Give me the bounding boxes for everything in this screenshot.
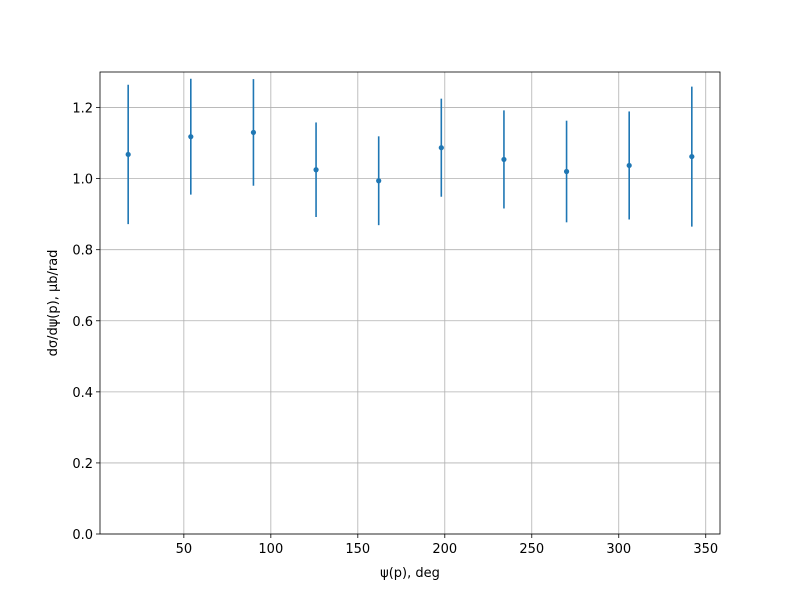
- x-tick-label: 100: [258, 542, 283, 557]
- data-point: [626, 162, 632, 169]
- data-point: [125, 151, 131, 158]
- y-tick-label: 0.2: [72, 457, 93, 472]
- data-point: [250, 129, 257, 136]
- x-tick-label: 300: [606, 542, 631, 557]
- data-point: [438, 145, 444, 151]
- x-tick-label: 250: [519, 542, 544, 557]
- y-tick-label: 0.6: [72, 315, 93, 330]
- y-tick-label: 1.0: [72, 173, 93, 188]
- data-point: [188, 134, 194, 140]
- plot-frame: [99, 71, 721, 535]
- x-tick-label: 350: [693, 542, 718, 557]
- data-point: [501, 156, 507, 163]
- x-tick-label: 150: [345, 542, 370, 557]
- data-point: [313, 167, 319, 173]
- x-tick-label: 50: [176, 542, 193, 557]
- x-axis-label: ψ(p), deg: [380, 566, 440, 581]
- y-axis-label: dσ/dψ(p), μb/rad: [46, 250, 61, 357]
- x-tick-label: 200: [432, 542, 457, 557]
- marks-layer: [125, 78, 695, 227]
- ticks-layer: 0.0 0.2 0.4 0.6 0.8 1.0 1.2 50 100 150 200 250 300 35…: [72, 102, 718, 557]
- y-tick-label: 0.8: [72, 244, 93, 259]
- grid-layer: [100, 72, 720, 535]
- data-point: [563, 168, 570, 175]
- data-point: [689, 153, 695, 160]
- y-tick-label: 0.4: [72, 386, 93, 401]
- data-point: [376, 178, 382, 184]
- y-tick-label: 0.0: [72, 528, 93, 543]
- y-tick-label: 1.2: [72, 102, 93, 117]
